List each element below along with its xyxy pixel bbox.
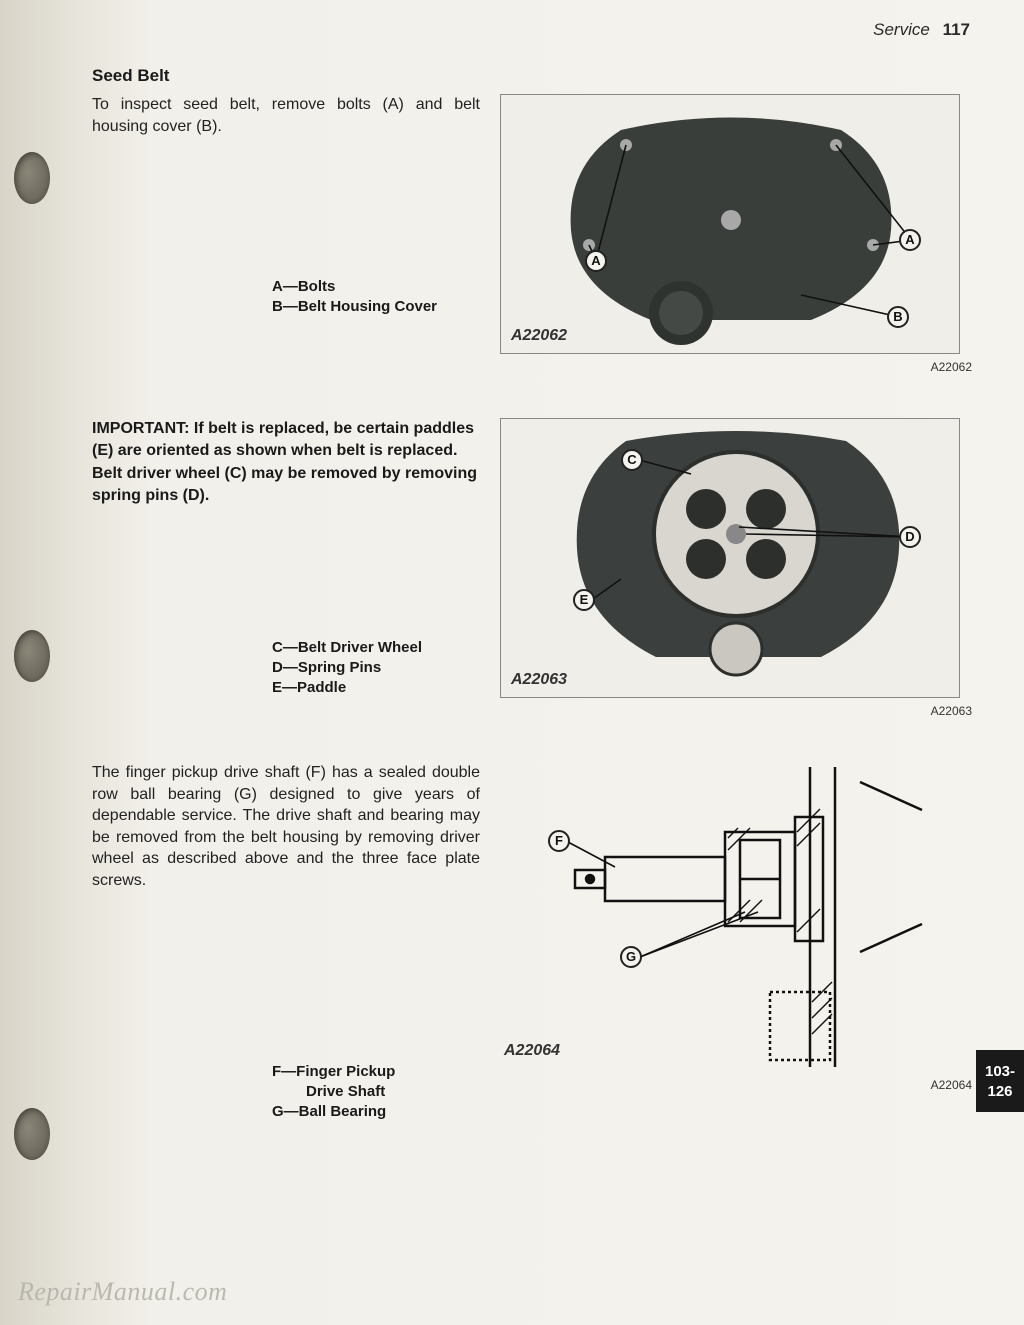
legend-b: B—Belt Housing Cover	[272, 297, 480, 317]
section-name: Service	[873, 20, 930, 39]
callout-a: A	[899, 229, 921, 251]
watermark: RepairManual.com	[18, 1277, 227, 1307]
legend-f1: F—Finger Pickup	[272, 1062, 480, 1082]
figure-2-caption: A22063	[500, 704, 980, 718]
row-seed-belt: To inspect seed belt, remove bolts (A) a…	[80, 94, 1000, 374]
page-content: Service 117 Seed Belt To inspect seed be…	[80, 20, 1000, 1122]
important-label: IMPORTANT:	[92, 420, 189, 437]
page-number: 117	[943, 20, 970, 39]
tab-line-2: 126	[976, 1082, 1024, 1102]
figure-3-caption: A22064	[500, 1078, 980, 1092]
page-header: Service 117	[80, 20, 1000, 40]
figure-2: C D E A22063	[500, 418, 960, 698]
callout-d: D	[899, 526, 921, 548]
figure-2-label: A22063	[511, 671, 567, 689]
callout-g: G	[620, 946, 642, 968]
row-important: IMPORTANT: If belt is replaced, be certa…	[80, 418, 1000, 718]
section-title: Seed Belt	[92, 66, 1000, 86]
callout-e: E	[573, 589, 595, 611]
important-note: IMPORTANT: If belt is replaced, be certa…	[92, 418, 480, 508]
legend-3: F—Finger Pickup Drive Shaft G—Ball Beari…	[272, 1062, 480, 1123]
binder-hole	[14, 152, 50, 204]
paragraph-1: To inspect seed belt, remove bolts (A) a…	[92, 94, 480, 137]
binder-hole	[14, 630, 50, 682]
legend-1: A—Bolts B—Belt Housing Cover	[272, 277, 480, 318]
callout-a: A	[585, 250, 607, 272]
legend-e: E—Paddle	[272, 678, 480, 698]
legend-d: D—Spring Pins	[272, 658, 480, 678]
paragraph-3: The finger pickup drive shaft (F) has a …	[92, 762, 480, 892]
callout-f: F	[548, 830, 570, 852]
figure-1-caption: A22062	[500, 360, 980, 374]
legend-a: A—Bolts	[272, 277, 480, 297]
tab-line-1: 103-	[976, 1062, 1024, 1082]
figure-1: A A B A22062	[500, 94, 960, 354]
figure-1-label: A22062	[511, 327, 567, 345]
callout-b: B	[887, 306, 909, 328]
legend-2: C—Belt Driver Wheel D—Spring Pins E—Padd…	[272, 638, 480, 699]
callout-c: C	[621, 449, 643, 471]
figure-3-label: A22064	[504, 1042, 560, 1060]
row-drive-shaft: The finger pickup drive shaft (F) has a …	[80, 762, 1000, 1122]
legend-c: C—Belt Driver Wheel	[272, 638, 480, 658]
binder-hole	[14, 1108, 50, 1160]
figure-3: F G A22064	[500, 762, 960, 1072]
legend-g: G—Ball Bearing	[272, 1102, 480, 1122]
legend-f2: Drive Shaft	[306, 1082, 480, 1102]
thumb-tab: 103- 126	[976, 1050, 1024, 1112]
